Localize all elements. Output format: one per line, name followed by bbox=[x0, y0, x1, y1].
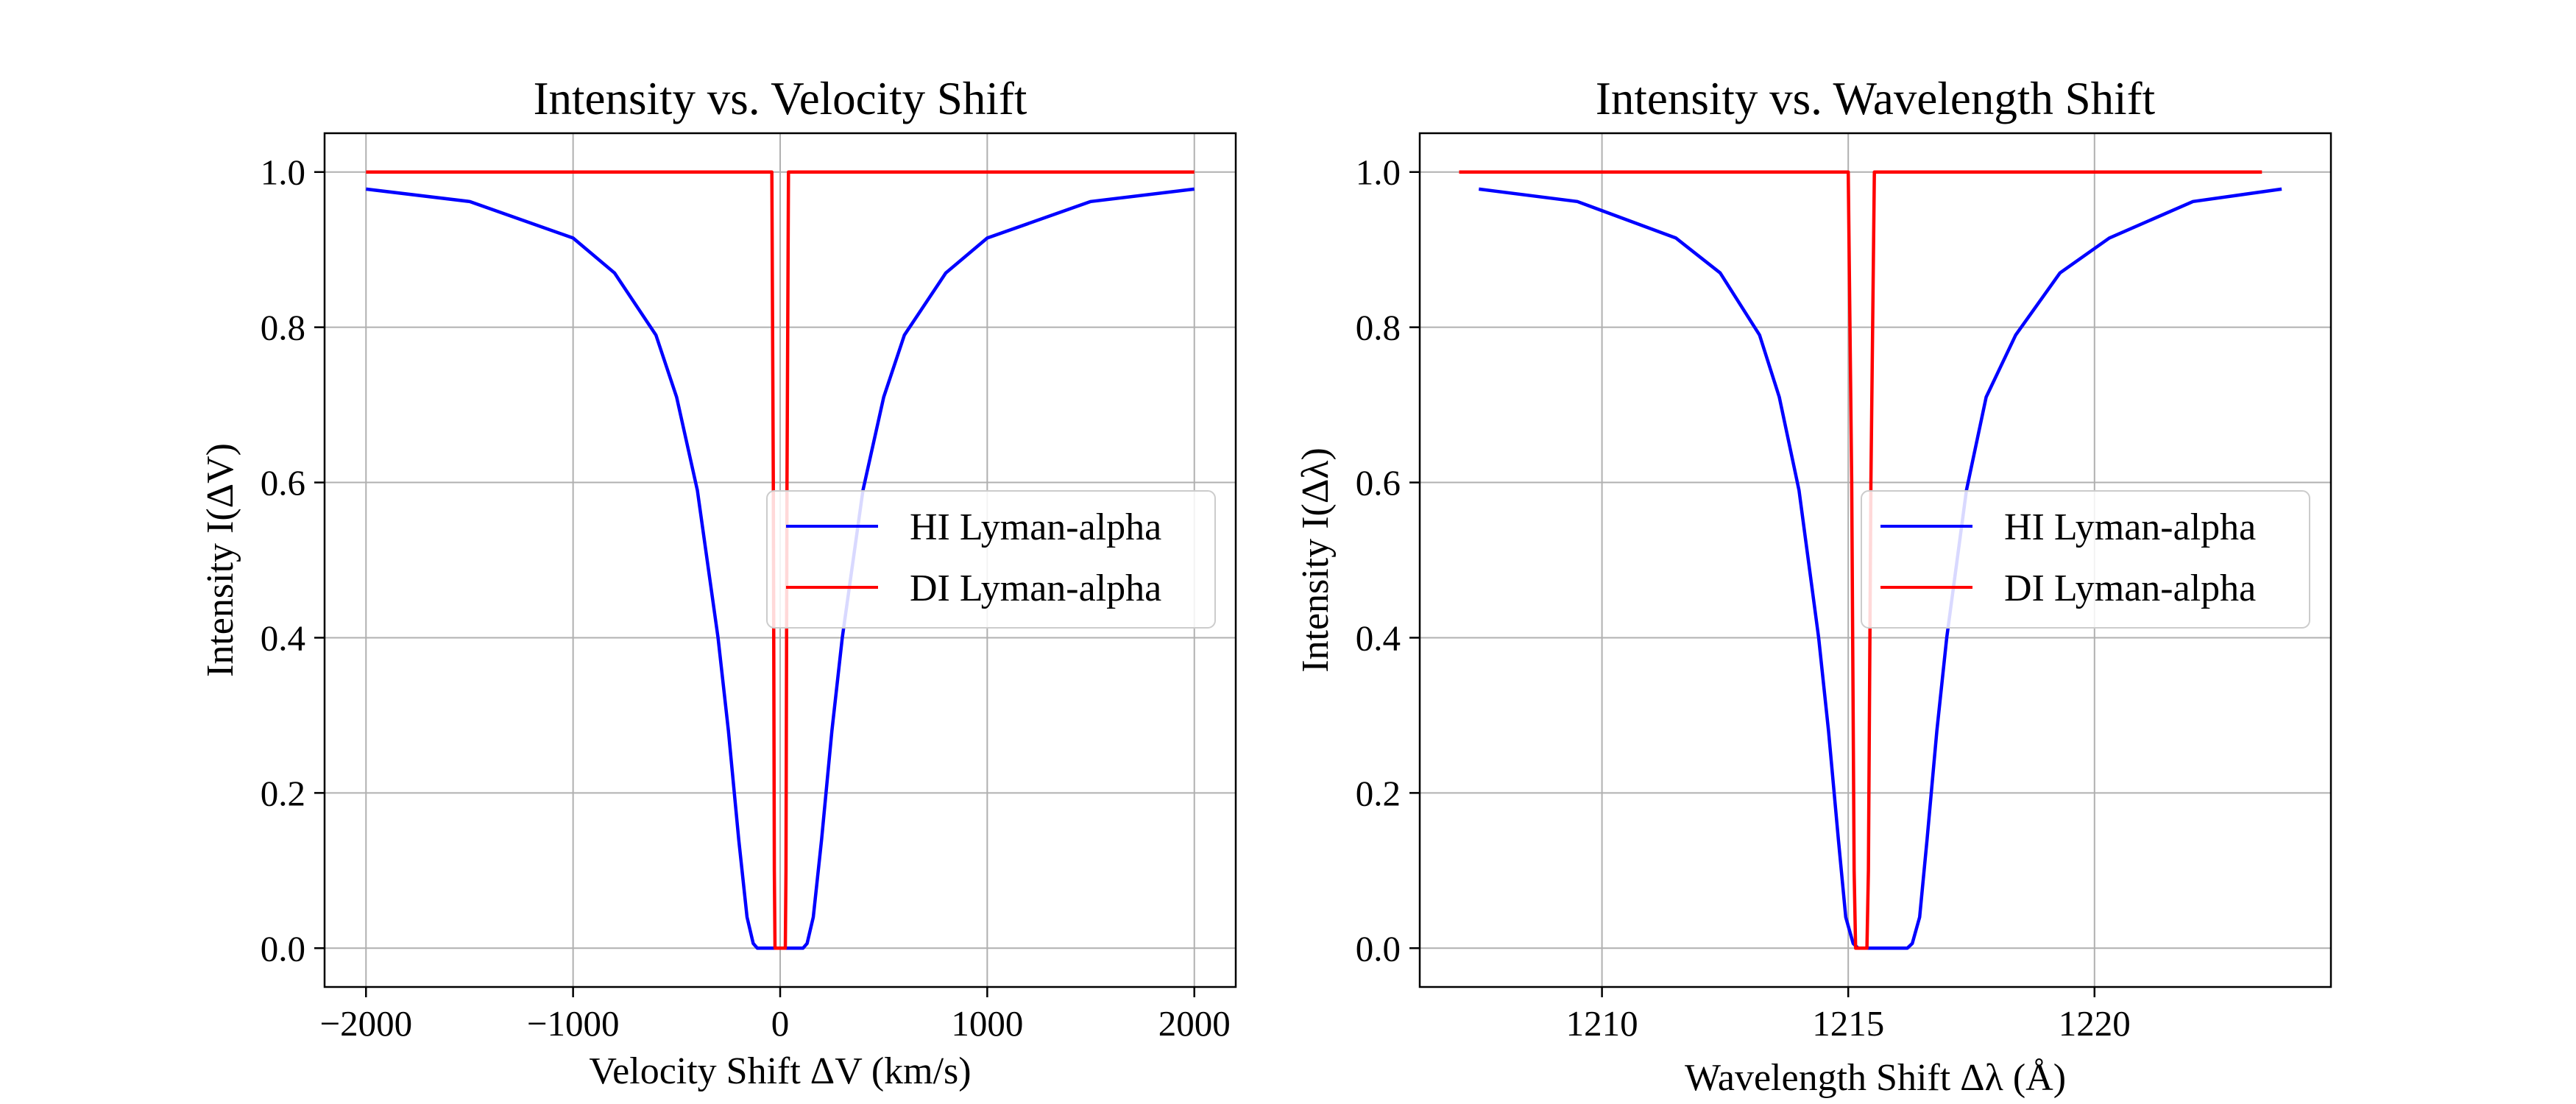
y-tick-label: 0.0 bbox=[1356, 928, 1401, 969]
x-tick-label: 1220 bbox=[2059, 1003, 2131, 1044]
legend-box bbox=[1861, 490, 2310, 629]
y-tick-label: 0.6 bbox=[1356, 463, 1401, 503]
x-tick-label: 2000 bbox=[1158, 1003, 1231, 1044]
legend-label-di: DI Lyman-alpha bbox=[910, 567, 1161, 609]
y-tick-label: 0.4 bbox=[261, 618, 305, 658]
series-line-hi-lyman-alpha bbox=[1479, 187, 2282, 950]
x-tick-label: −1000 bbox=[527, 1003, 620, 1044]
velocity-shift-chart: −2000 −1000 0 1000 2000 0.0 0.2 0.4 0.6 0.8 1.0 In… bbox=[199, 73, 1237, 1092]
x-tick-label: 1210 bbox=[1566, 1003, 1638, 1044]
legend: HI Lyman-alpha DI Lyman-alpha bbox=[1861, 490, 2310, 629]
legend-label-hi: HI Lyman-alpha bbox=[2004, 506, 2256, 548]
x-tick-label: −2000 bbox=[319, 1003, 412, 1044]
chart-title: Intensity vs. Wavelength Shift bbox=[1596, 73, 2156, 124]
y-tick-label: 0.2 bbox=[1356, 773, 1401, 813]
y-tick-label: 0.2 bbox=[261, 773, 305, 813]
series-line-di-lyman-alpha bbox=[1459, 170, 2262, 950]
legend-box bbox=[766, 490, 1216, 629]
legend-label-hi: HI Lyman-alpha bbox=[910, 506, 1161, 548]
x-tick-label: 1215 bbox=[1812, 1003, 1884, 1044]
legend-label-di: DI Lyman-alpha bbox=[2004, 567, 2256, 609]
x-tick-label: 1000 bbox=[951, 1003, 1023, 1044]
x-tick-label: 0 bbox=[771, 1003, 790, 1044]
chart-title: Intensity vs. Velocity Shift bbox=[534, 73, 1027, 124]
y-tick-label: 0.8 bbox=[1356, 308, 1401, 348]
y-tick-label: 0.0 bbox=[261, 928, 305, 969]
y-tick-label: 0.4 bbox=[1356, 618, 1401, 658]
legend: HI Lyman-alpha DI Lyman-alpha bbox=[766, 490, 1216, 629]
x-axis-label: Velocity Shift ΔV (km/s) bbox=[589, 1050, 971, 1092]
y-axis-label: Intensity I(ΔV) bbox=[199, 443, 241, 677]
y-axis-label: Intensity I(Δλ) bbox=[1295, 447, 1337, 673]
y-tick-label: 1.0 bbox=[1356, 152, 1401, 193]
wavelength-shift-chart: 1210 1215 1220 0.0 0.2 0.4 0.6 0.8 1.0 Intensity… bbox=[1295, 73, 2332, 1099]
series-line-di-lyman-alpha bbox=[366, 170, 1195, 950]
y-tick-label: 0.6 bbox=[261, 463, 305, 503]
y-tick-label: 0.8 bbox=[261, 308, 305, 348]
x-axis-label: Wavelength Shift Δλ (Å) bbox=[1685, 1057, 2066, 1099]
y-tick-label: 1.0 bbox=[261, 152, 305, 193]
plot-frame bbox=[1418, 132, 2332, 988]
